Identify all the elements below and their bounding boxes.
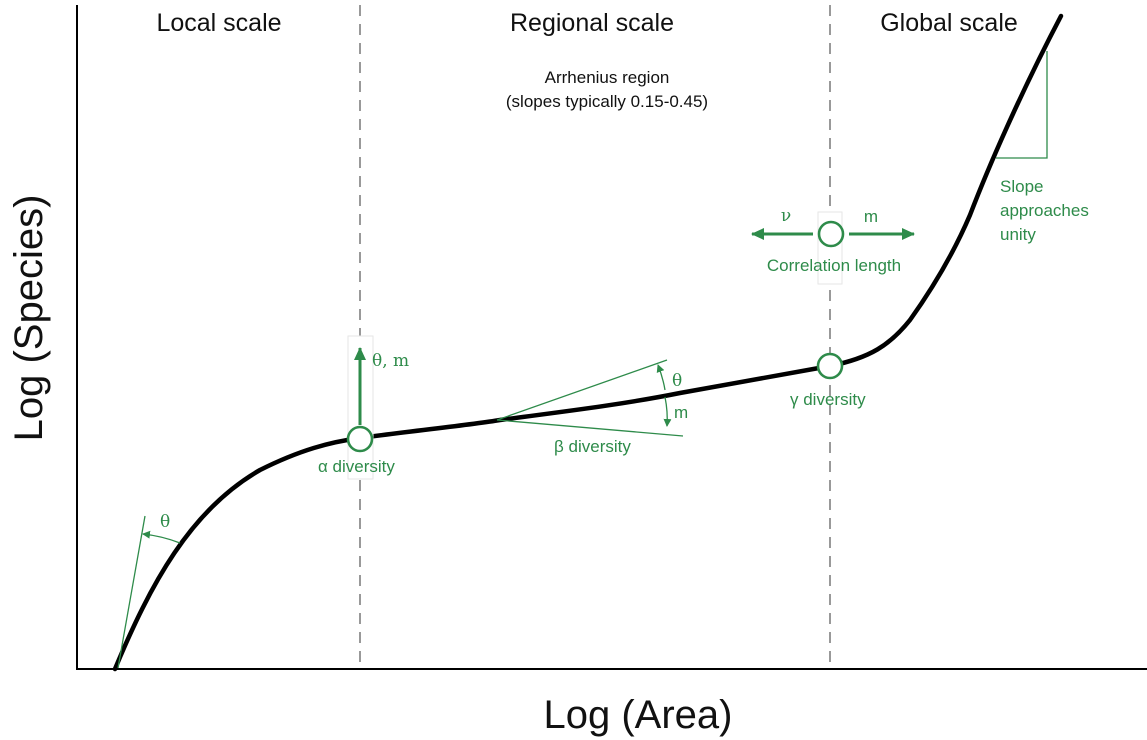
arrhenius-subtitle: (slopes typically 0.15-0.45) xyxy=(506,92,708,111)
local-theta-label: θ xyxy=(160,512,170,532)
slope-label-line2: approaches xyxy=(1000,201,1089,220)
local-theta-arc-arrow xyxy=(142,530,181,544)
correlation-nu-label: ν xyxy=(781,206,791,226)
species-area-curve xyxy=(112,13,1064,672)
beta-arc-down-arrow xyxy=(663,396,672,427)
local-scale-title: Local scale xyxy=(156,9,281,37)
regional-scale-title: Regional scale xyxy=(510,9,674,37)
correlation-m-label: m xyxy=(864,207,878,226)
local-slope-tangent xyxy=(117,515,146,669)
beta-m-label: m xyxy=(674,403,688,422)
beta-arc-up-arrow xyxy=(656,364,666,391)
beta-diversity-label: β diversity xyxy=(554,437,631,456)
alpha-diversity-marker xyxy=(346,425,374,453)
slope-label-line1: Slope xyxy=(1000,177,1043,196)
gamma-diversity-marker xyxy=(816,352,844,380)
beta-lower-line xyxy=(496,419,684,437)
alpha-diversity-label: α diversity xyxy=(318,457,395,476)
beta-theta-label: θ xyxy=(672,371,682,391)
arrhenius-title: Arrhenius region xyxy=(545,68,670,87)
alpha-theta-m-label: θ, m xyxy=(372,351,409,371)
global-scale-title: Global scale xyxy=(880,9,1018,37)
slope-label-line3: unity xyxy=(1000,225,1036,244)
beta-upper-line xyxy=(496,359,668,421)
unity-slope-triangle xyxy=(996,51,1048,159)
gamma-diversity-label: γ diversity xyxy=(790,390,866,409)
x-axis-title: Log (Area) xyxy=(544,693,733,737)
y-axis-title: Log (Species) xyxy=(7,195,51,442)
correlation-length-label: Correlation length xyxy=(767,256,901,275)
correlation-length-marker xyxy=(817,220,845,248)
